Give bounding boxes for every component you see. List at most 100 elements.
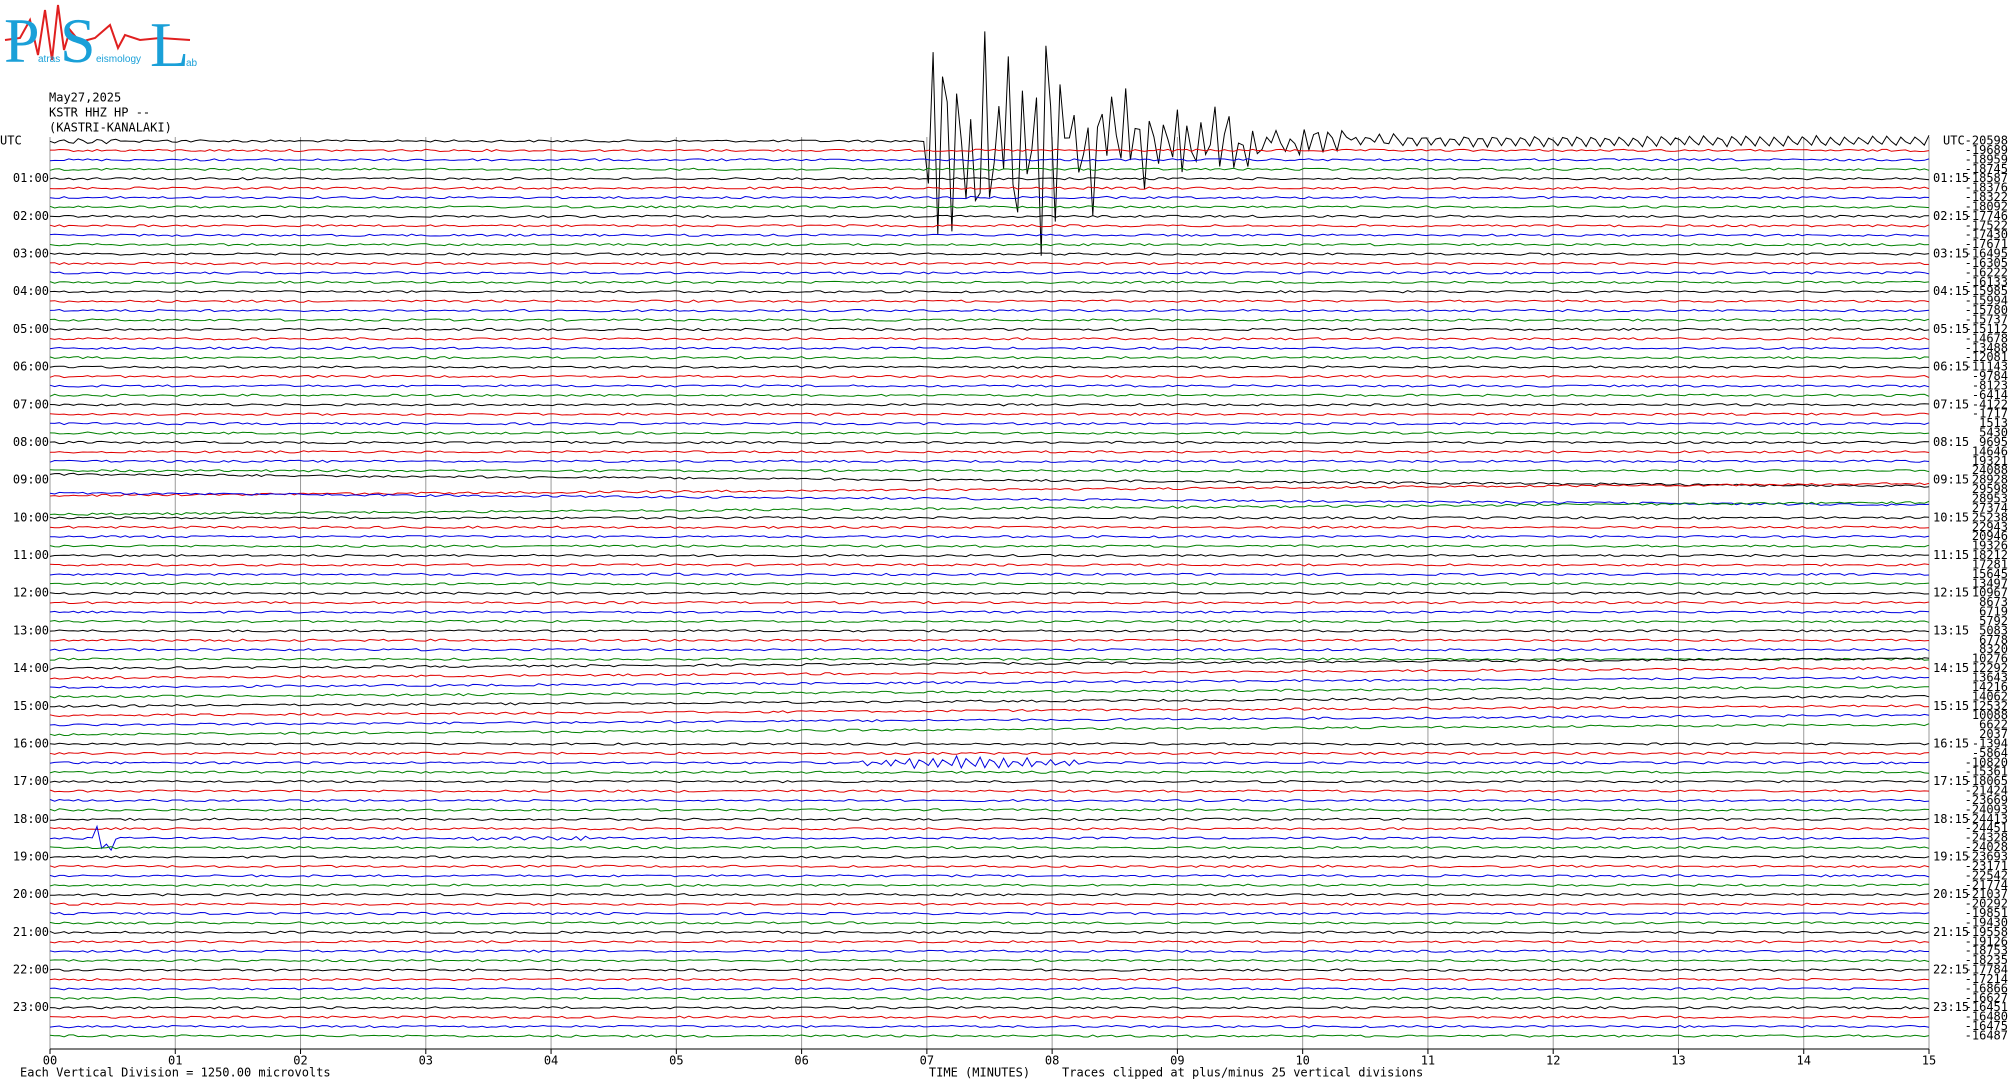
trace-offset: -16480 (1965, 1010, 2008, 1024)
trace (49, 958, 1930, 963)
trace (49, 827, 1930, 831)
trace (49, 563, 1930, 567)
x-tick-label: 00 (43, 1054, 57, 1068)
trace (49, 177, 1930, 181)
trace-offset: 5792 (1979, 614, 2008, 628)
trace (49, 638, 1930, 642)
trace-offset: -1394 (1972, 736, 2008, 750)
hour-label: 12:00 (13, 586, 49, 600)
trace (49, 500, 1930, 516)
hour-label: 17:00 (13, 774, 49, 788)
trace (49, 893, 1930, 897)
hour-label: 04:00 (13, 284, 49, 298)
hour-label: 15:15 (1933, 699, 1969, 713)
trace (49, 491, 1930, 507)
trace (49, 459, 1930, 463)
trace-offset: 20946 (1972, 529, 2008, 543)
trace-offset: -18065 (1965, 774, 2008, 788)
logo-squiggle (4, 4, 191, 61)
trace (49, 742, 1930, 746)
trace-offset: 10276 (1972, 652, 2008, 666)
trace-offset: -17430 (1965, 228, 2008, 242)
trace (49, 384, 1930, 388)
trace-offset: -20292 (1965, 897, 2008, 911)
hour-label: 16:00 (13, 736, 49, 750)
trace-offset: -24413 (1965, 812, 2008, 826)
hour-label: 10:15 (1933, 510, 1969, 524)
trace (49, 968, 1930, 972)
hour-label: 12:15 (1933, 586, 1969, 600)
trace (49, 629, 1930, 633)
trace-offset: 5083 (1979, 623, 2008, 637)
x-tick-label: 10 (1295, 1054, 1309, 1068)
trace (49, 233, 1930, 237)
hour-label: 13:15 (1933, 623, 1969, 637)
hour-label: 11:15 (1933, 548, 1969, 562)
trace (49, 824, 1930, 852)
trace-offset: -1717 (1972, 407, 2008, 421)
trace (49, 186, 1930, 190)
trace (50, 148, 1930, 153)
hour-label: 16:15 (1933, 736, 1969, 750)
trace-offset: -24093 (1965, 802, 2008, 816)
hour-label: 14:15 (1933, 661, 1969, 675)
trace (49, 318, 1930, 322)
hour-label: 15:00 (13, 699, 49, 713)
hour-label: 22:00 (13, 963, 49, 977)
trace (49, 365, 1930, 369)
trace (49, 754, 1930, 770)
trace-offset: -15361 (1965, 765, 2008, 779)
hour-label: 03:15 (1933, 247, 1969, 261)
trace-offset: 12292 (1972, 661, 2008, 675)
x-tick-label: 06 (794, 1054, 808, 1068)
trace-offset: 6778 (1979, 633, 2008, 647)
trace (49, 704, 1930, 718)
trace-offset: 13643 (1972, 671, 2008, 685)
hour-label: 05:15 (1933, 322, 1969, 336)
x-tick-label: 13 (1671, 1054, 1685, 1068)
trace-offset: -24328 (1965, 831, 2008, 845)
trace-offset: 27374 (1972, 501, 2008, 515)
logo-letter: S (60, 5, 96, 76)
trace (49, 817, 1930, 821)
trace-offset: -15994 (1965, 294, 2008, 308)
trace-offset: 19326 (1972, 539, 2008, 553)
trace-offset: -19851 (1965, 906, 2008, 920)
x-tick-label: 07 (920, 1054, 934, 1068)
trace (49, 525, 1930, 529)
hour-label: 05:00 (13, 322, 49, 336)
trace (49, 252, 1930, 256)
header-line: May27,2025 (49, 91, 121, 105)
utc-label: UTC (1943, 134, 1965, 148)
trace-offset: -24451 (1965, 821, 2008, 835)
trace (49, 940, 1930, 944)
hour-label: 01:15 (1933, 171, 1969, 185)
trace-offset: -21037 (1965, 887, 2008, 901)
hour-label: 23:00 (13, 1000, 49, 1014)
x-axis-label: TIME (MINUTES) (929, 1066, 1030, 1080)
trace-offset: -18753 (1965, 944, 2008, 958)
trace-offset: -6414 (1972, 388, 2008, 402)
trace-offset: -23171 (1965, 859, 2008, 873)
trace (49, 770, 1930, 774)
x-tick-label: 01 (168, 1054, 182, 1068)
trace-offset: -19689 (1965, 143, 2008, 157)
trace-offset: 2037 (1979, 727, 2008, 741)
trace-offset: -16222 (1965, 265, 2008, 279)
trace-offset: -16866 (1965, 981, 2008, 995)
hour-label: 01:00 (13, 171, 49, 185)
trace-offset: -13488 (1965, 341, 2008, 355)
trace-offset: 10088 (1972, 708, 2008, 722)
logo-letter: L (150, 9, 189, 80)
trace-offset: -21774 (1965, 878, 2008, 892)
hour-label: 09:15 (1933, 473, 1969, 487)
trace-offset: -21424 (1965, 784, 2008, 798)
trace-offset: -16487 (1965, 1029, 2008, 1043)
hour-label: 04:15 (1933, 284, 1969, 298)
x-tick-label: 03 (419, 1054, 433, 1068)
hour-label: 06:00 (13, 360, 49, 374)
trace-offset: -18745 (1965, 162, 2008, 176)
trace (49, 412, 1930, 416)
trace (49, 337, 1930, 341)
trace (49, 864, 1930, 869)
